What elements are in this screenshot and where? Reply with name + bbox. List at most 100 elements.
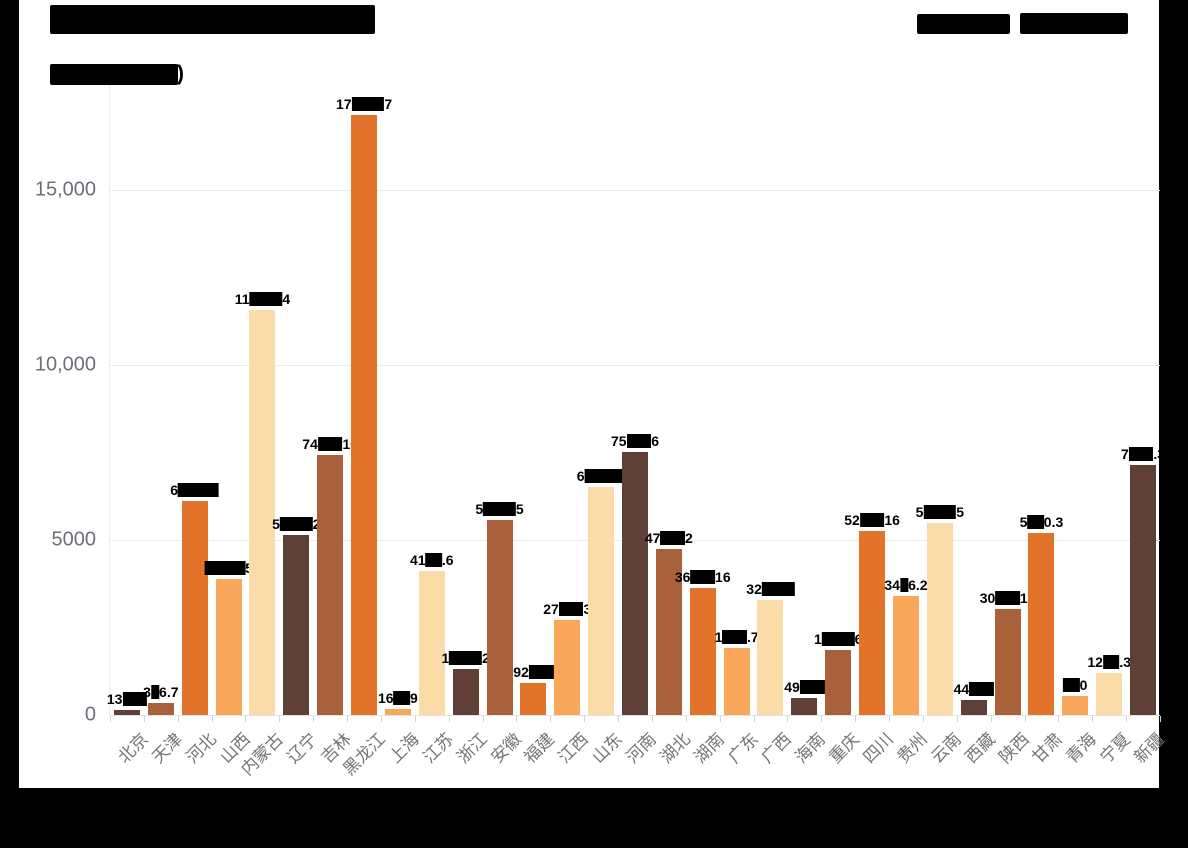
y-gridline-10000: [110, 365, 1160, 366]
legend-redacted-1: [917, 14, 1010, 34]
y-axis-tick-label: 15,000: [34, 178, 96, 201]
bar-value-label: 32: [746, 581, 795, 597]
y-gridline-15000: [110, 190, 1160, 191]
value-redaction: [483, 501, 516, 516]
x-axis-tick: [347, 716, 349, 722]
bar-陕西[interactable]: [994, 608, 1021, 715]
x-axis-tick: [550, 716, 552, 722]
x-axis-tick: [177, 716, 179, 722]
x-axis-tick: [1126, 716, 1128, 722]
bar-黑龙江[interactable]: [351, 115, 378, 715]
x-axis-tick: [110, 716, 111, 722]
bar-四川[interactable]: [859, 531, 886, 715]
bar-湖北[interactable]: [655, 549, 682, 715]
value-redaction: [722, 629, 747, 644]
unit-label-redacted: [50, 64, 178, 85]
bar-广西[interactable]: [757, 599, 784, 715]
x-axis-tick: [448, 716, 450, 722]
x-axis-tick: [211, 716, 213, 722]
value-redaction: [393, 691, 410, 706]
bar-value-label: 6: [577, 468, 626, 484]
bar-青海[interactable]: [1062, 696, 1089, 715]
bar-上海[interactable]: [384, 709, 411, 715]
bar-新疆[interactable]: [1130, 465, 1157, 715]
chart-title-redacted: [50, 5, 375, 34]
bar-广东[interactable]: [723, 647, 750, 715]
bar-value-label: 47 2: [644, 530, 693, 547]
x-axis-tick: [753, 716, 755, 722]
y-axis-tick-label: 10,000: [34, 353, 96, 376]
value-redaction: [626, 434, 652, 449]
x-axis-tick: [685, 716, 687, 722]
x-axis-tick: [516, 716, 518, 722]
y-axis-line: [109, 85, 110, 715]
bar-value-label: 41.6: [409, 552, 454, 569]
value-redaction: [351, 97, 385, 111]
x-axis-tick: [1092, 716, 1094, 722]
x-axis-tick: [956, 716, 958, 722]
value-redaction: [449, 650, 483, 665]
bar-value-label: 6: [170, 482, 220, 498]
value-redaction: [821, 631, 855, 646]
bar-湖南[interactable]: [689, 587, 716, 715]
value-redaction: [799, 679, 825, 694]
value-redaction: [859, 513, 885, 528]
x-axis-tick: [821, 716, 823, 722]
bottom-black-bar: [0, 788, 1188, 848]
bar-吉林[interactable]: [317, 454, 344, 715]
bar-江苏[interactable]: [418, 571, 445, 715]
value-redaction: [528, 664, 554, 679]
x-axis-tick: [618, 716, 620, 722]
bar-value-label: 5 0.3: [1019, 513, 1064, 530]
value-redaction: [923, 505, 957, 520]
x-axis-tick: [1058, 716, 1060, 722]
x-axis-tick: [651, 716, 653, 722]
bar-value-label: 13: [107, 691, 148, 707]
value-redaction: [279, 516, 313, 531]
bar-河南[interactable]: [622, 452, 648, 715]
bar-云南[interactable]: [926, 523, 953, 715]
bar-value-label: 34 6.2: [884, 576, 928, 593]
bar-value-label: 11 4: [234, 290, 291, 307]
bar-辽宁[interactable]: [283, 534, 310, 715]
bar-福建[interactable]: [520, 682, 547, 715]
bar-甘肃[interactable]: [1028, 532, 1055, 715]
bar-山西[interactable]: [215, 578, 242, 715]
value-redaction: [122, 692, 148, 707]
bar-value-label: 75 6: [611, 433, 659, 450]
bar-value-label: 7416: [302, 436, 358, 452]
x-axis-tick: [990, 716, 992, 722]
bar-value-label: 3016: [980, 590, 1036, 606]
bar-value-label: 273: [543, 601, 591, 617]
bar-北京[interactable]: [113, 710, 140, 715]
bar-天津[interactable]: [147, 703, 174, 715]
bar-安徽[interactable]: [486, 519, 513, 715]
bar-内蒙古[interactable]: [249, 309, 276, 715]
value-redaction: [969, 681, 994, 696]
value-redaction: [1027, 514, 1044, 529]
bar-重庆[interactable]: [825, 649, 852, 715]
x-axis-tick: [922, 716, 924, 722]
bar-value-label: 17 7: [335, 96, 393, 112]
bar-贵州[interactable]: [892, 595, 919, 715]
bar-value-label: 5: [204, 560, 253, 576]
bar-宁夏[interactable]: [1096, 672, 1123, 715]
bar-山东[interactable]: [588, 487, 615, 715]
x-axis-tick: [143, 716, 145, 722]
bar-西藏[interactable]: [960, 699, 987, 715]
x-axis-tick: [1160, 716, 1161, 722]
bar-海南[interactable]: [791, 697, 818, 715]
y-axis-tick-label: 0: [84, 703, 96, 726]
bar-value-label: 52: [272, 516, 320, 532]
x-axis-tick: [787, 716, 789, 722]
bar-浙江[interactable]: [452, 668, 479, 715]
x-axis-label-浙江: 浙江: [453, 729, 491, 768]
value-redaction: [150, 685, 160, 700]
x-axis-tick: [380, 716, 382, 722]
bar-江西[interactable]: [554, 620, 581, 715]
value-redaction: [1063, 678, 1080, 693]
bar-河北[interactable]: [181, 500, 208, 715]
